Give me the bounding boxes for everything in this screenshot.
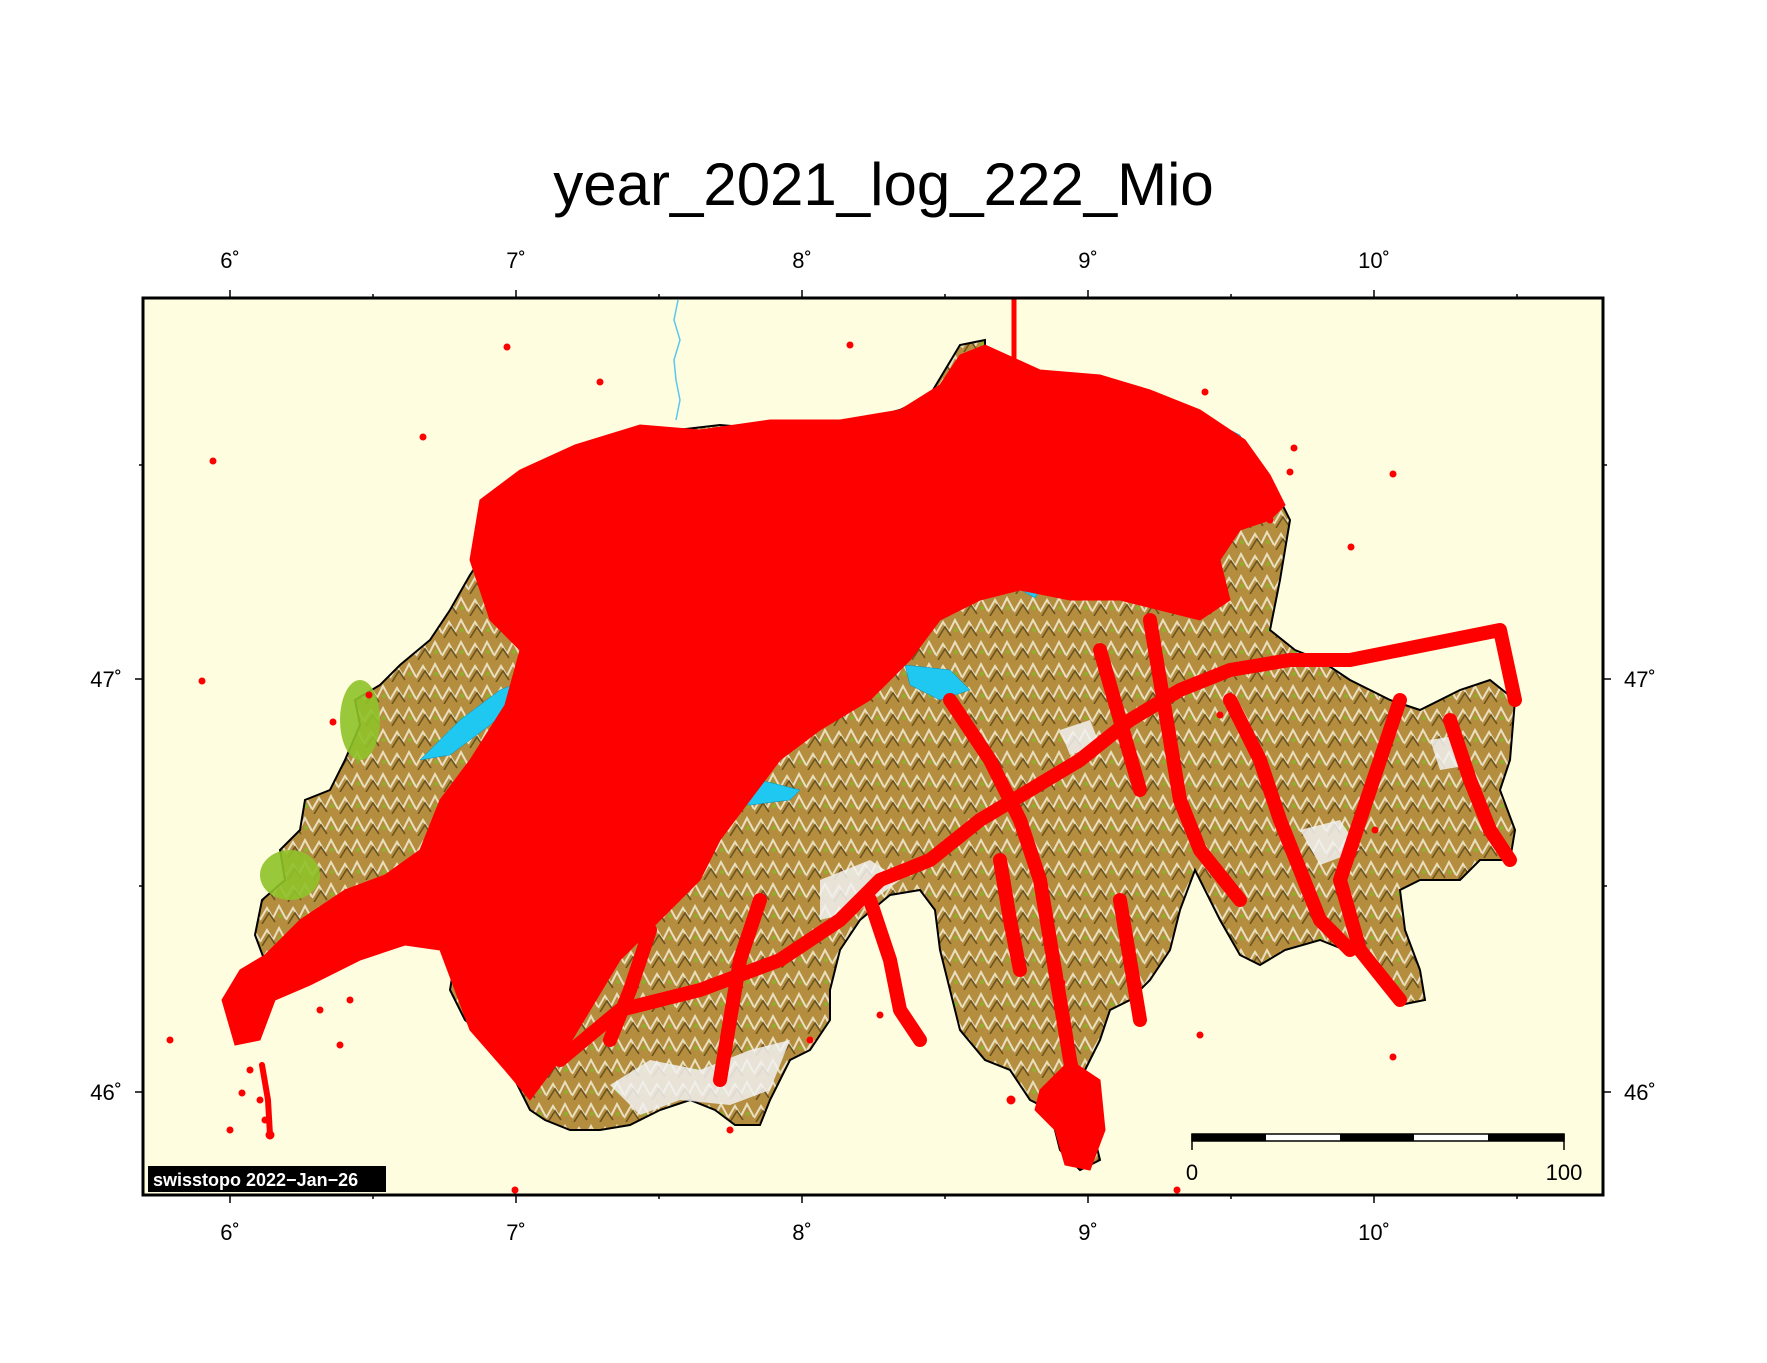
lon-label: 6˚: [220, 1220, 240, 1245]
lat-labels-left: 47˚ 46˚: [90, 667, 122, 1105]
valley-tracks: [553, 613, 1522, 1157]
scale-bar: 0 100: [1186, 1133, 1583, 1185]
map-title: year_2021_log_222_Mio: [553, 151, 1214, 218]
lon-label: 7˚: [506, 1220, 526, 1245]
lon-label: 10˚: [1358, 248, 1390, 273]
scale-max-label: 100: [1546, 1160, 1583, 1185]
lake-lucerne: [904, 664, 971, 701]
lon-labels-bottom: 6˚ 7˚ 8˚ 9˚ 10˚: [220, 1220, 1390, 1245]
gps-track-points: [166, 298, 1522, 1194]
lon-label: 9˚: [1078, 248, 1098, 273]
lon-label: 9˚: [1078, 1220, 1098, 1245]
lon-label: 8˚: [792, 1220, 812, 1245]
lon-labels-top: 6˚ 7˚ 8˚ 9˚ 10˚: [220, 248, 1390, 273]
lon-label: 8˚: [792, 248, 812, 273]
scattered-points: [166, 341, 1397, 1194]
credit-text: swisstopo 2022−Jan−26: [153, 1170, 358, 1190]
lat-label: 46˚: [90, 1080, 122, 1105]
map-frame: [141, 296, 1605, 1197]
frame-ticks: [135, 290, 1611, 1203]
credit-box: swisstopo 2022−Jan−26: [148, 1166, 386, 1192]
lon-label: 6˚: [220, 248, 240, 273]
scale-min-label: 0: [1186, 1160, 1198, 1185]
lat-label: 47˚: [90, 667, 122, 692]
rhine-river: [673, 299, 681, 421]
lat-labels-right: 47˚ 46˚: [1624, 667, 1656, 1105]
lat-label: 47˚: [1624, 667, 1656, 692]
lon-label: 7˚: [506, 248, 526, 273]
lat-label: 46˚: [1624, 1080, 1656, 1105]
lon-label: 10˚: [1358, 1220, 1390, 1245]
